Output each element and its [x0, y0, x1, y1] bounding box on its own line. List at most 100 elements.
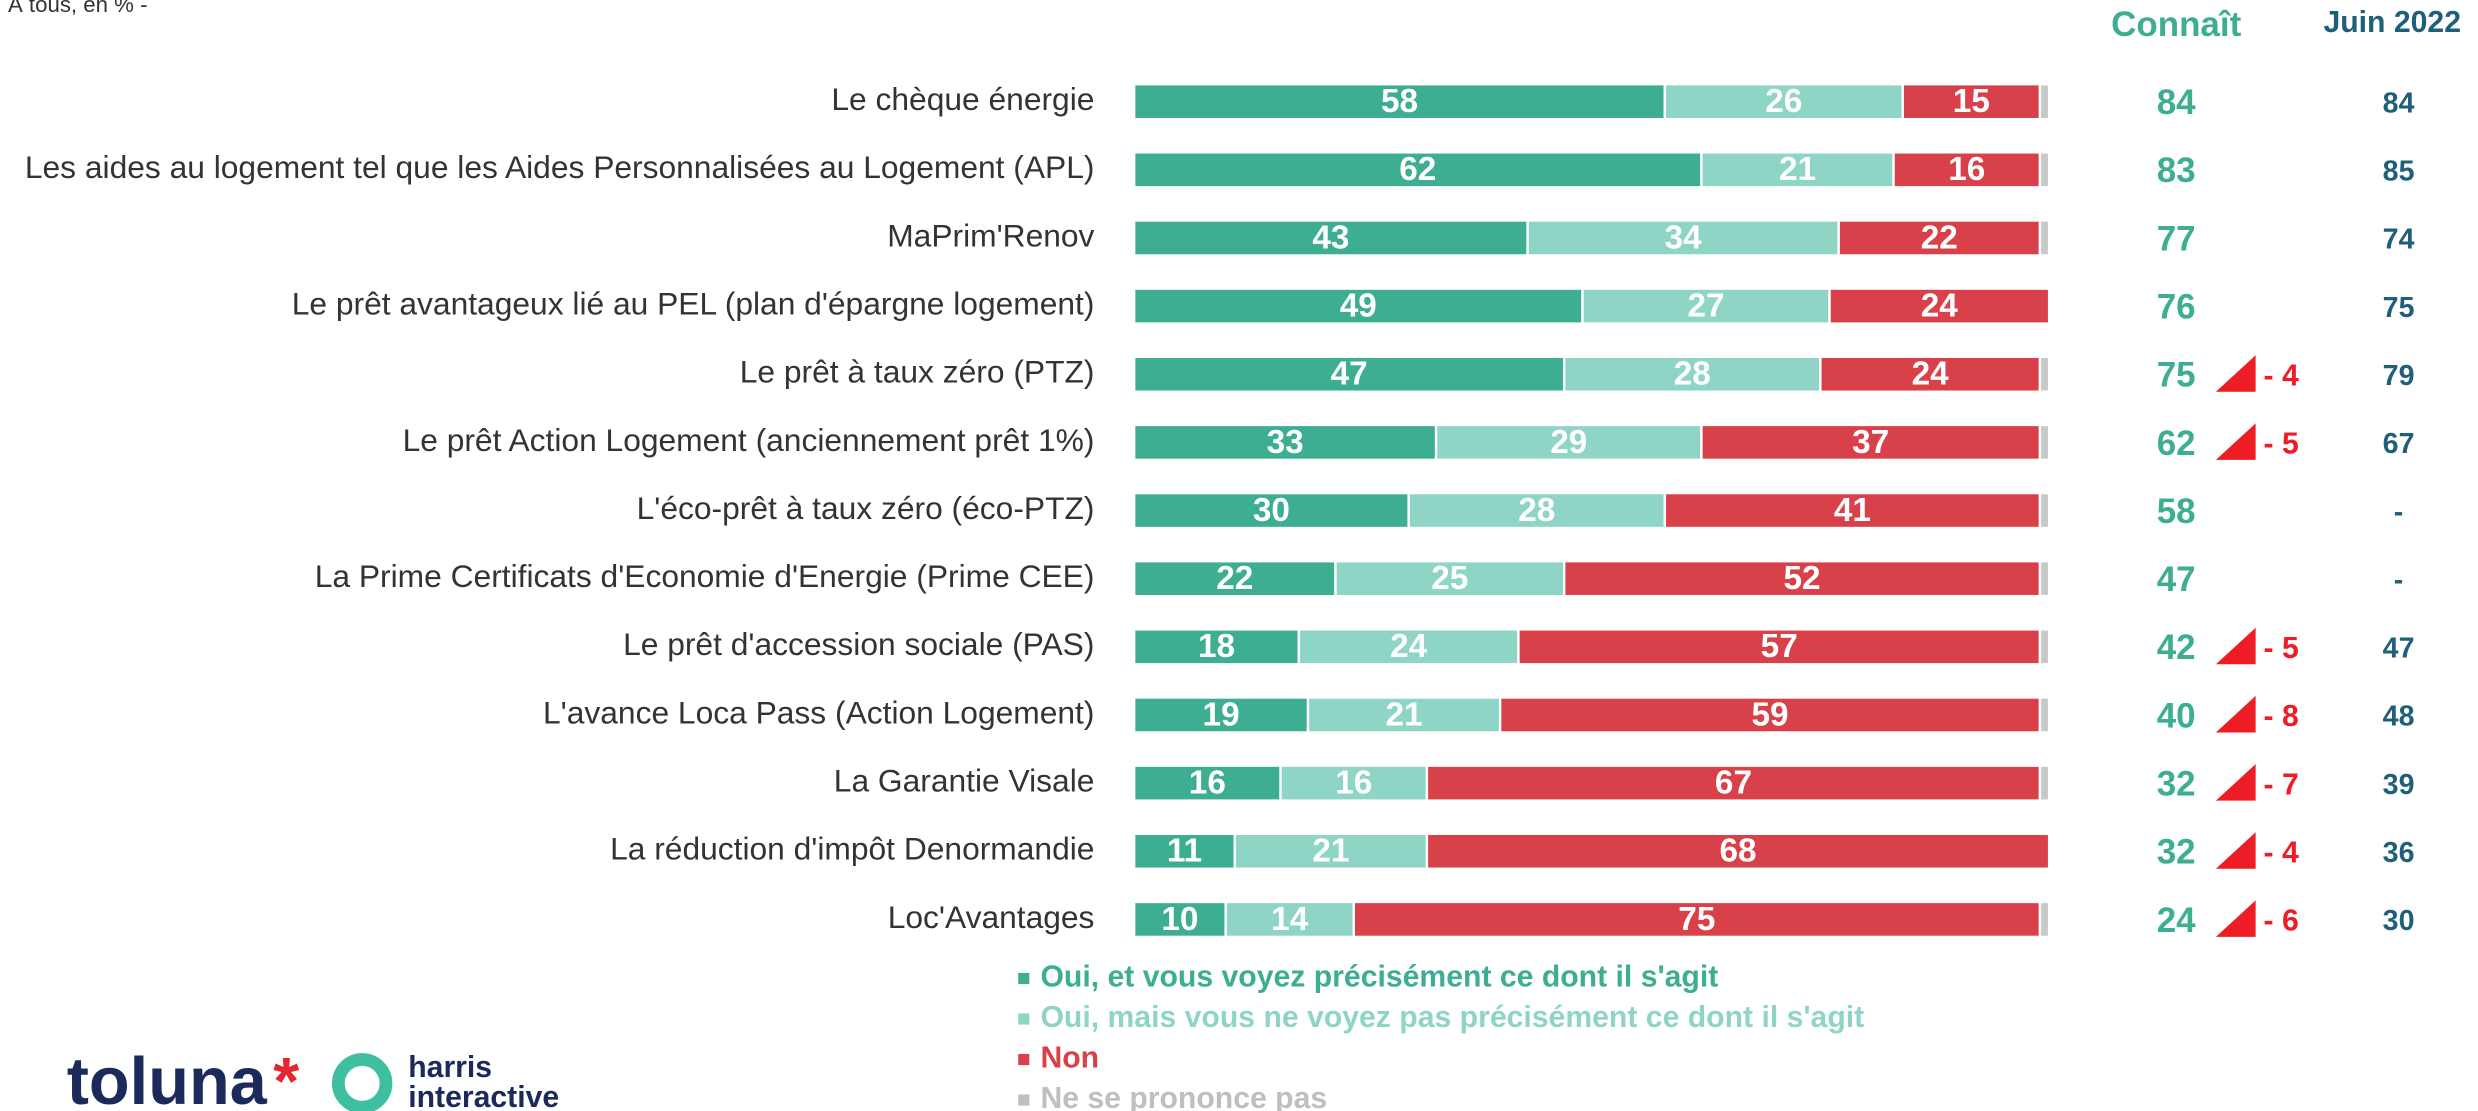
column-header: Connaît [2111, 5, 2241, 44]
connait-value: 32 [2157, 765, 2196, 804]
down-arrow [2215, 900, 2256, 937]
bar-segment [1892, 151, 2042, 189]
legend-swatch [1018, 1013, 1030, 1025]
connait-value: 83 [2157, 151, 2196, 190]
down-arrow [2215, 832, 2256, 869]
juin-value: 67 [2383, 428, 2415, 460]
bar-segment [2038, 628, 2051, 666]
bar-segment [1224, 900, 1355, 939]
category-label: Le prêt Action Logement (anciennement pr… [403, 422, 1095, 458]
down-arrow [2215, 355, 2256, 392]
bar-segment [1663, 83, 1904, 121]
bar-segment [1407, 491, 1667, 530]
bar-segment [2038, 355, 2051, 393]
category-label: Le prêt à taux zéro (PTZ) [740, 354, 1095, 390]
juin-value: - [2394, 564, 2404, 596]
bar-segment [2038, 560, 2051, 598]
connait-value: 76 [2157, 288, 2196, 327]
bar-segment [1828, 287, 2051, 325]
category-label: L'avance Loca Pass (Action Logement) [543, 694, 1094, 730]
connait-value: 42 [2157, 628, 2196, 667]
juin-value: 84 [2383, 87, 2415, 119]
logo-text: interactive [408, 1081, 559, 1111]
bar-segment [1837, 219, 2042, 257]
bar-segment [2038, 491, 2051, 530]
category-label: Loc'Avantages [888, 899, 1095, 935]
bar-segment [1334, 560, 1566, 598]
bar-segment [1700, 151, 1895, 189]
juin-value: 47 [2383, 633, 2415, 665]
value-label: 75 [1678, 901, 1715, 938]
juin-value: 48 [2383, 701, 2415, 733]
bar-segment [1132, 355, 1566, 393]
column-header: Juin 2022 [2323, 6, 2461, 39]
evolution: - 7 [2264, 768, 2299, 801]
bar-segment [1526, 219, 1840, 257]
value-label: 15 [1953, 83, 1990, 120]
value-label: 22 [1216, 560, 1253, 597]
value-label: 10 [1161, 901, 1198, 938]
bar-segment [1132, 560, 1337, 598]
down-arrow [2215, 764, 2256, 801]
legend-label: Non [1040, 1041, 1099, 1074]
value-label: 49 [1340, 288, 1377, 325]
value-label: 21 [1312, 833, 1349, 870]
connait-value: 62 [2157, 424, 2196, 463]
bar-segment [1132, 219, 1529, 257]
category-label: Le prêt d'accession sociale (PAS) [623, 626, 1094, 662]
legend-label: Ne se prononce pas [1040, 1082, 1327, 1111]
juin-value: 74 [2383, 224, 2415, 256]
value-label: 18 [1198, 628, 1235, 665]
value-label: 22 [1921, 219, 1958, 256]
value-label: 52 [1784, 560, 1821, 597]
bar-segment [2038, 900, 2051, 939]
value-label: 24 [1921, 288, 1959, 325]
bar-segment [2038, 696, 2051, 734]
evolution: - 8 [2264, 700, 2299, 733]
value-label: 25 [1431, 560, 1468, 597]
connait-value: 32 [2157, 833, 2196, 872]
bar-segment [1132, 628, 1301, 666]
value-label: 43 [1312, 219, 1349, 256]
bar-segment [1425, 832, 2051, 870]
juin-value: 85 [2383, 156, 2415, 188]
bar-segment [1132, 423, 1438, 462]
value-label: 37 [1852, 424, 1889, 461]
bar-segment [1434, 423, 1703, 462]
value-label: 33 [1267, 424, 1304, 461]
bar-segment [1517, 628, 2042, 666]
value-label: 24 [1390, 628, 1428, 665]
value-label: 29 [1550, 424, 1587, 461]
bar-segment [1132, 696, 1310, 734]
value-label: 16 [1189, 765, 1226, 802]
category-label: La Garantie Visale [834, 763, 1095, 799]
evolution: - 5 [2264, 632, 2299, 665]
logo-star: * [273, 1045, 299, 1111]
value-label: 41 [1834, 492, 1871, 529]
bar-segment [2038, 83, 2051, 121]
value-label: 34 [1665, 219, 1703, 256]
value-label: 19 [1203, 696, 1240, 733]
connait-value: 58 [2157, 492, 2196, 531]
category-label: Le chèque énergie [831, 81, 1094, 117]
legend-swatch [1018, 1053, 1030, 1066]
down-arrow [2215, 627, 2256, 665]
connait-value: 75 [2157, 356, 2196, 395]
value-label: 58 [1381, 83, 1418, 120]
bar-segment [1132, 900, 1227, 939]
evolution: - 6 [2264, 905, 2299, 938]
evolution: - 5 [2264, 428, 2299, 461]
value-label: 24 [1912, 356, 1950, 393]
bar-segment [2038, 151, 2051, 189]
legend-swatch [1018, 972, 1030, 985]
legend-swatch [1018, 1094, 1030, 1106]
bar-segment [1306, 696, 1502, 734]
value-label: 21 [1386, 696, 1423, 733]
connait-value: 84 [2157, 83, 2196, 122]
bar-segment [1132, 287, 1584, 325]
juin-value: 79 [2383, 360, 2415, 392]
value-label: 21 [1779, 151, 1816, 188]
juin-value: 39 [2383, 769, 2415, 801]
evolution: - 4 [2264, 359, 2299, 392]
